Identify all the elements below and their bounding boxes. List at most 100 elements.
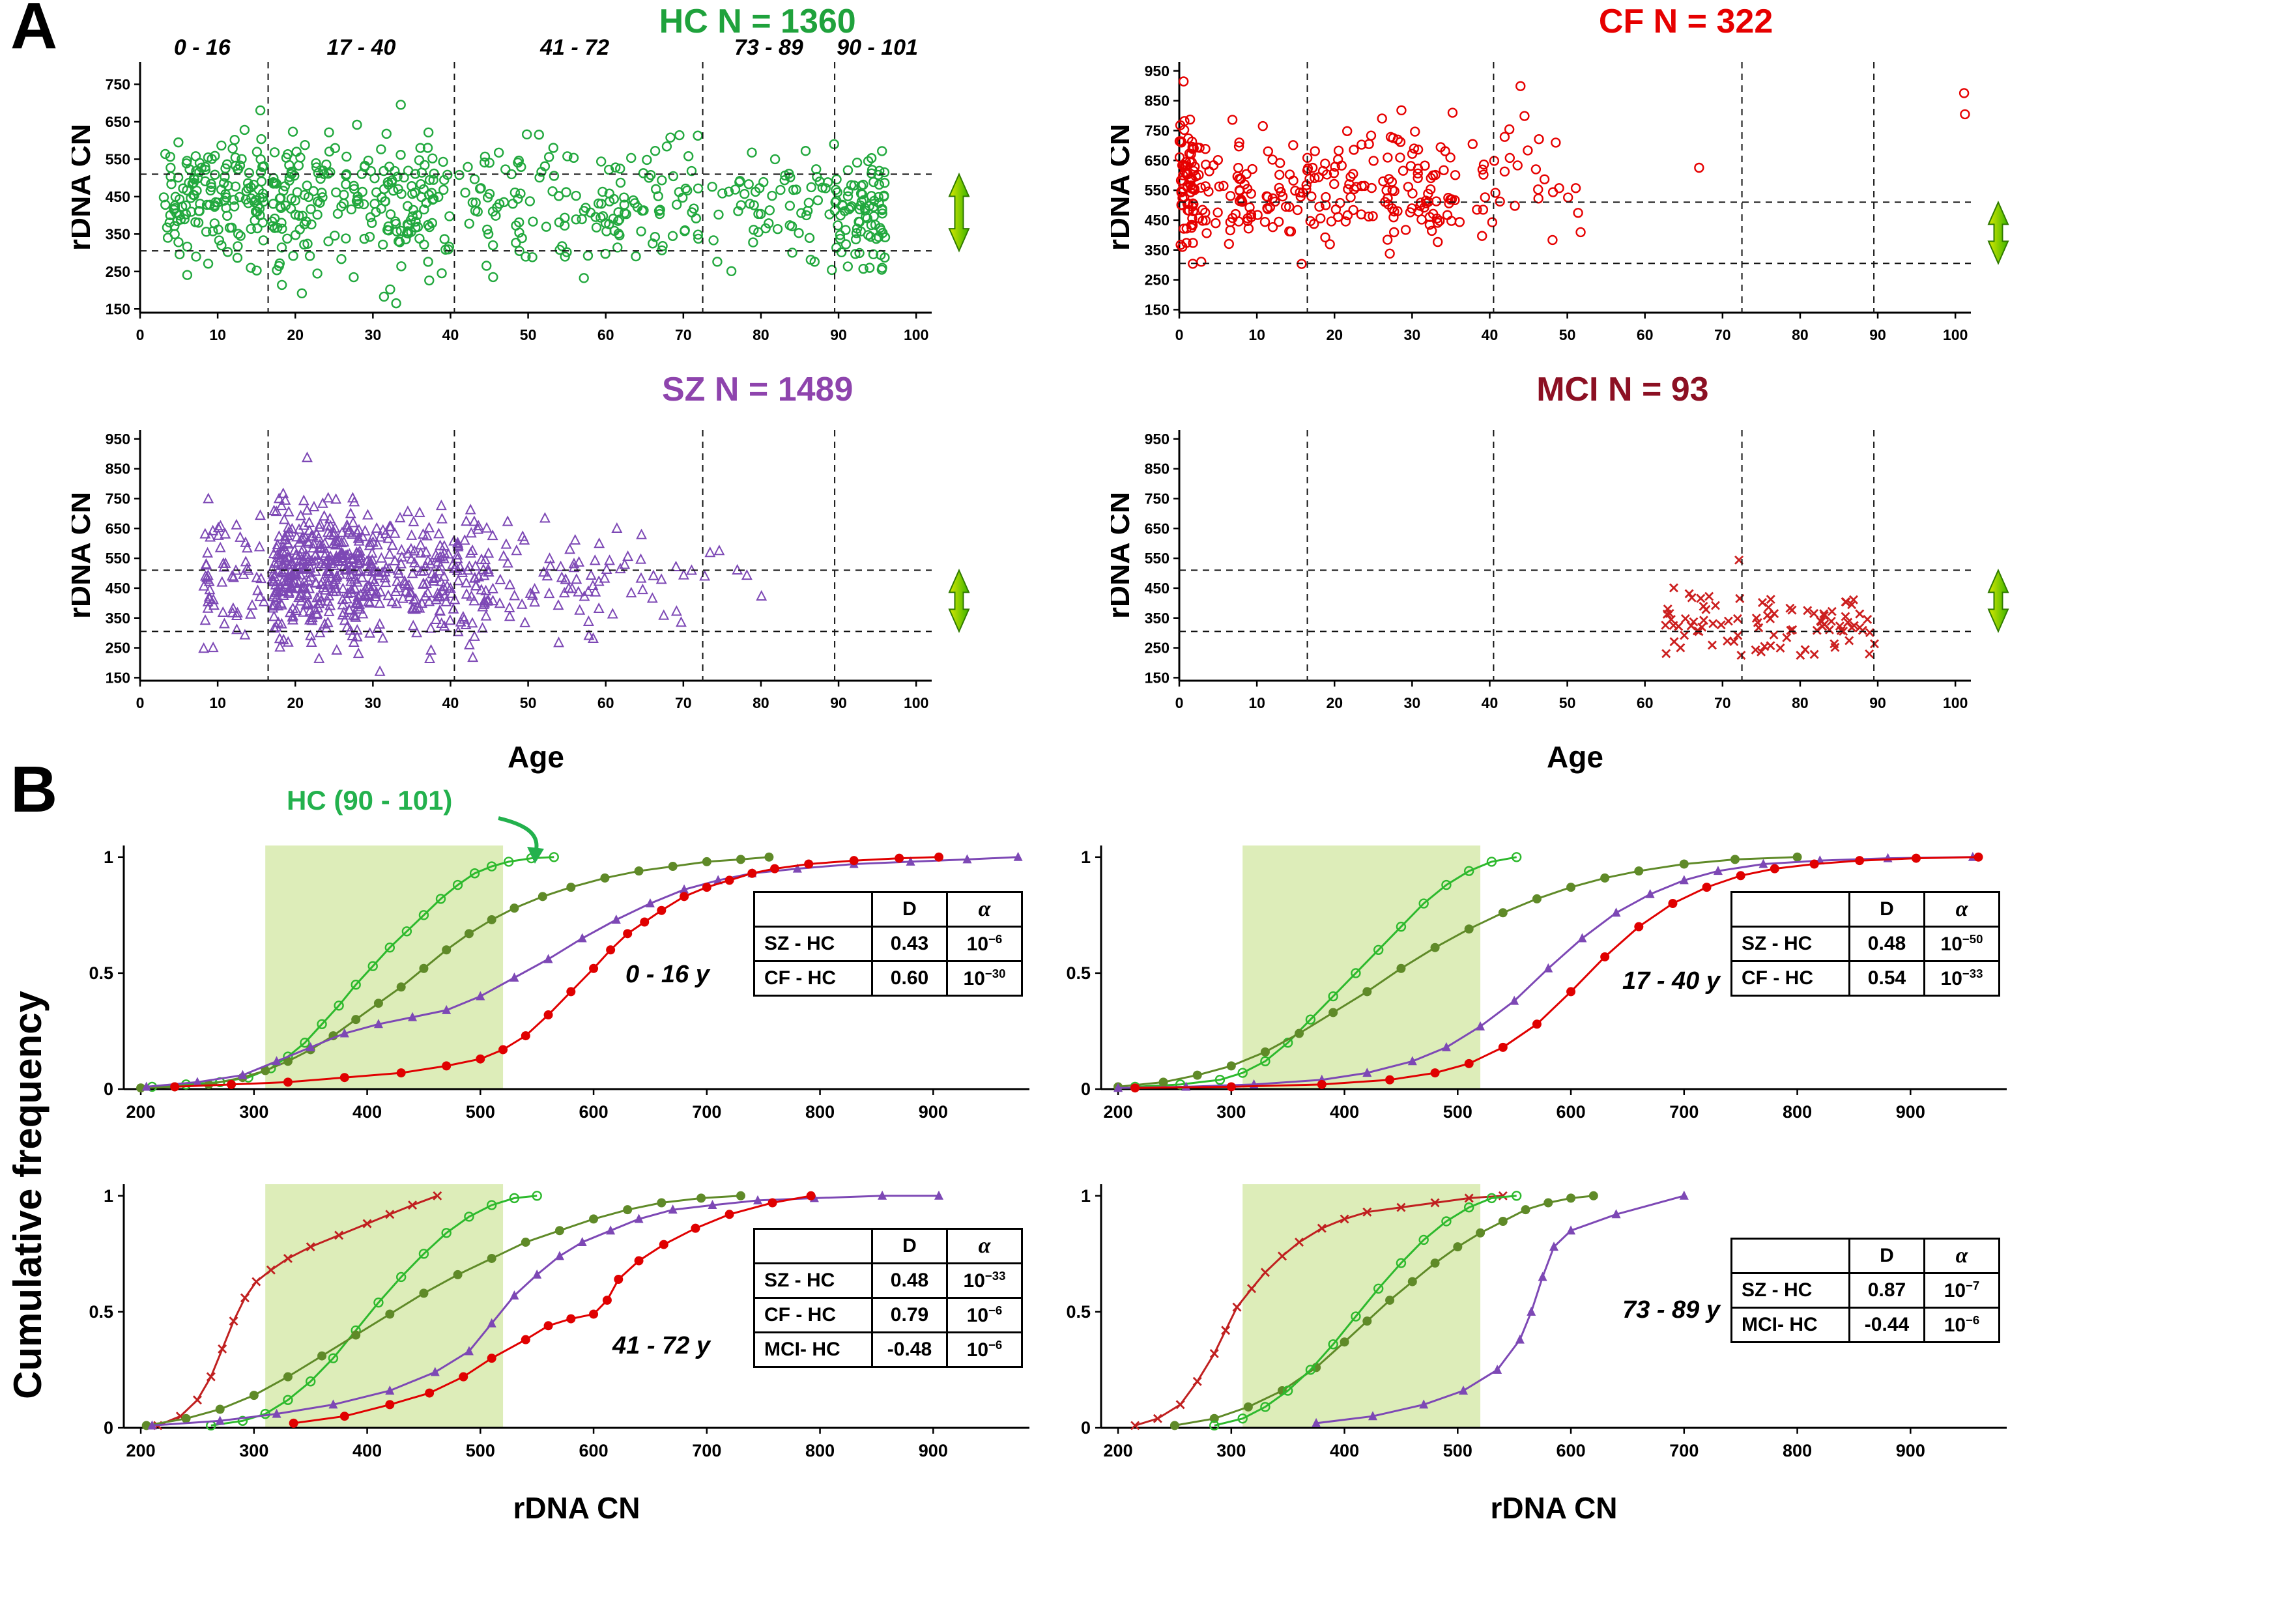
scatter-plot-sz: 0 10 20 30 40 50 60 70 80 90 100 150 250 350 450 550 650… [63, 368, 984, 791]
series-sz [1312, 1190, 1689, 1427]
svg-text:750: 750 [106, 490, 130, 507]
svg-text:150: 150 [106, 300, 130, 317]
svg-text:150: 150 [106, 669, 130, 686]
svg-text:400: 400 [1330, 1102, 1359, 1122]
table-cell: CF - HC [753, 960, 873, 997]
y-axis-title: rDNA CN [1111, 492, 1136, 619]
scatter-plot-mci: 0 10 20 30 40 50 60 70 80 90 100 150 250 350 450 550 650… [1102, 368, 2023, 791]
svg-text:30: 30 [365, 694, 382, 711]
svg-text:600: 600 [1557, 1102, 1586, 1122]
svg-text:0: 0 [1081, 1418, 1091, 1438]
table-cell: 10−6 [946, 1297, 1023, 1333]
svg-text:90: 90 [830, 326, 847, 343]
svg-text:80: 80 [753, 326, 769, 343]
x-axis-title: rDNA CN [1490, 1491, 1617, 1525]
table-cell: 10−33 [1923, 960, 2000, 997]
svg-text:650: 650 [106, 520, 130, 537]
svg-text:70: 70 [675, 326, 692, 343]
svg-text:200: 200 [126, 1441, 156, 1460]
svg-text:40: 40 [1482, 694, 1499, 711]
panel-b-y-axis-title: Cumulative frequency [6, 991, 50, 1400]
series-hc [1170, 1191, 1598, 1430]
table-row: CF - HC 0.54 10−33 [1730, 960, 2000, 997]
table-row: SZ - HC 0.43 10−6 [753, 926, 1023, 962]
table-header: D [1848, 1238, 1925, 1274]
svg-text:70: 70 [1714, 326, 1731, 343]
age-group-label: 0 - 16 y [625, 961, 710, 988]
svg-text:700: 700 [692, 1102, 721, 1122]
y-axis-title: rDNA CN [72, 492, 96, 619]
svg-text:600: 600 [1557, 1441, 1586, 1460]
x-axis-title: rDNA CN [513, 1491, 640, 1525]
svg-text:250: 250 [1145, 272, 1170, 289]
svg-text:500: 500 [1443, 1441, 1472, 1460]
age-range-label: 0 - 16 [174, 35, 231, 60]
svg-text:60: 60 [1637, 326, 1654, 343]
svg-text:200: 200 [1104, 1102, 1133, 1122]
table-cell: SZ - HC [1730, 1272, 1850, 1309]
annotation-arrow-icon [498, 816, 544, 864]
svg-text:950: 950 [1145, 63, 1170, 79]
svg-text:70: 70 [1714, 694, 1731, 711]
data-points [158, 100, 891, 309]
svg-text:90: 90 [1869, 326, 1886, 343]
table-row: CF - HC 0.60 10−30 [753, 960, 1023, 997]
svg-text:0: 0 [104, 1079, 113, 1099]
svg-text:100: 100 [1943, 694, 1968, 711]
table-header: α [946, 1228, 1023, 1264]
series-cf [170, 852, 943, 1092]
series-hc-90-101- [1209, 1191, 1522, 1431]
plot-title: SZ N = 1489 [662, 371, 853, 408]
axes: 200 300 400 500 600 700 800 900 0 0.5 1 [1066, 1184, 2007, 1460]
table-header: D [871, 1228, 948, 1264]
table-header: α [1923, 1238, 2000, 1274]
series-sz [147, 1190, 943, 1430]
svg-text:400: 400 [352, 1441, 382, 1460]
table-cell: MCI- HC [753, 1331, 873, 1368]
svg-text:800: 800 [805, 1441, 835, 1460]
svg-text:500: 500 [466, 1102, 495, 1122]
table-header [753, 891, 873, 928]
reference-lines [1179, 430, 1971, 681]
svg-text:800: 800 [1783, 1441, 1812, 1460]
table-row: MCI- HC -0.44 10−6 [1730, 1307, 2000, 1343]
svg-text:150: 150 [1145, 669, 1170, 686]
table-cell: -0.44 [1848, 1307, 1925, 1343]
svg-text:550: 550 [106, 150, 130, 167]
table-cell: 10−6 [1923, 1307, 2000, 1343]
table-cell: 10−7 [1923, 1272, 2000, 1309]
reference-lines [1179, 62, 1971, 313]
table-cell: 0.54 [1848, 960, 1925, 997]
svg-text:950: 950 [106, 431, 130, 447]
range-arrow-icon [948, 568, 970, 633]
svg-text:550: 550 [1145, 550, 1170, 567]
svg-text:90: 90 [1869, 694, 1886, 711]
svg-text:400: 400 [352, 1102, 382, 1122]
plot-title: MCI N = 93 [1536, 371, 1708, 408]
reference-lines [140, 430, 932, 681]
svg-text:50: 50 [1559, 694, 1576, 711]
table-cell: 0.60 [871, 960, 948, 997]
svg-text:80: 80 [1792, 326, 1809, 343]
svg-text:90: 90 [830, 694, 847, 711]
svg-text:1: 1 [104, 1186, 113, 1206]
age-group-label: 17 - 40 y [1622, 967, 1720, 995]
scatter-plot-cf: 0 10 20 30 40 50 60 70 80 90 100 150 250 350 450 550 650… [1102, 0, 2023, 368]
svg-text:0: 0 [136, 326, 145, 343]
svg-text:450: 450 [106, 580, 130, 597]
svg-text:0: 0 [1175, 694, 1184, 711]
table-header [1730, 1238, 1850, 1274]
svg-text:850: 850 [106, 461, 130, 477]
svg-text:150: 150 [1145, 301, 1170, 318]
svg-text:600: 600 [579, 1441, 609, 1460]
svg-text:0: 0 [104, 1418, 113, 1438]
age-range-label: 90 - 101 [837, 35, 918, 60]
y-axis-title: rDNA CN [1111, 124, 1136, 251]
table-header: α [1923, 891, 2000, 928]
svg-text:40: 40 [1482, 326, 1499, 343]
